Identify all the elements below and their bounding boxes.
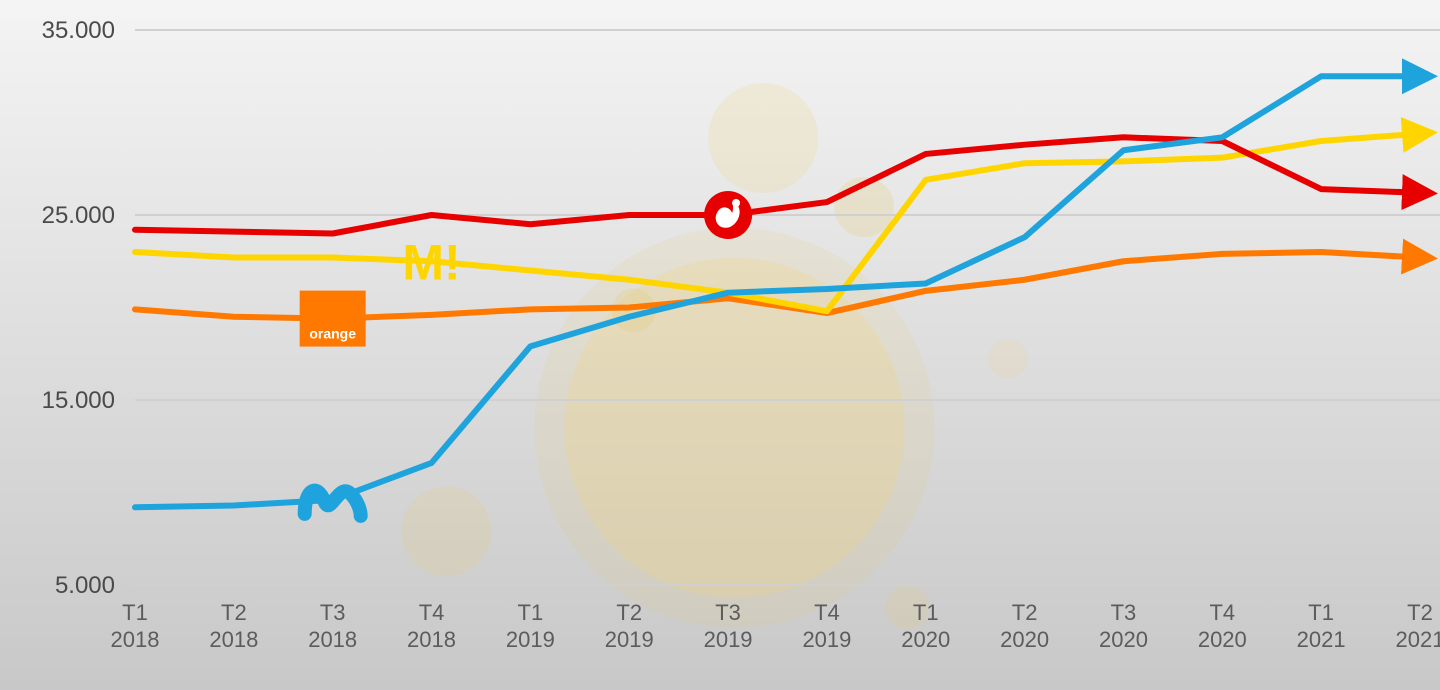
x-axis-tick-label-year: 2021 bbox=[1297, 627, 1346, 652]
x-axis-tick-label-year: 2020 bbox=[1198, 627, 1247, 652]
x-axis-tick-label-year: 2018 bbox=[111, 627, 160, 652]
x-axis-tick-label-quarter: T1 bbox=[913, 600, 939, 625]
x-axis-tick-label-quarter: T1 bbox=[122, 600, 148, 625]
x-axis-tick-label-year: 2019 bbox=[802, 627, 851, 652]
line-chart: 5.00015.00025.00035.000T12018T22018T3201… bbox=[0, 0, 1440, 690]
x-axis-tick-label-year: 2019 bbox=[704, 627, 753, 652]
x-axis-tick-label-year: 2018 bbox=[209, 627, 258, 652]
x-axis-tick-label-quarter: T2 bbox=[221, 600, 247, 625]
x-axis-tick-label-quarter: T3 bbox=[320, 600, 346, 625]
x-axis-tick-label-year: 2019 bbox=[605, 627, 654, 652]
x-axis-tick-label-year: 2021 bbox=[1396, 627, 1440, 652]
x-axis-tick-label-year: 2020 bbox=[1099, 627, 1148, 652]
x-axis-tick-label-year: 2018 bbox=[308, 627, 357, 652]
x-axis-tick-label-quarter: T1 bbox=[1308, 600, 1334, 625]
x-axis-tick-label-quarter: T1 bbox=[518, 600, 544, 625]
x-axis-tick-label-year: 2019 bbox=[506, 627, 555, 652]
x-axis-tick-label-quarter: T2 bbox=[1407, 600, 1433, 625]
y-axis-tick-label: 5.000 bbox=[55, 572, 115, 599]
y-axis-tick-label: 25.000 bbox=[42, 202, 115, 229]
x-axis-tick-label-quarter: T3 bbox=[715, 600, 741, 625]
x-axis-tick-label-year: 2020 bbox=[1000, 627, 1049, 652]
x-axis-tick-label-quarter: T4 bbox=[1209, 600, 1235, 625]
x-axis-tick-label-quarter: T4 bbox=[419, 600, 445, 625]
y-axis-tick-label: 35.000 bbox=[42, 17, 115, 44]
orange-logo: orange bbox=[300, 291, 366, 347]
masmovil-logo: M! bbox=[402, 234, 460, 290]
vodafone-logo bbox=[704, 191, 752, 239]
x-axis-tick-label-year: 2018 bbox=[407, 627, 456, 652]
x-axis-tick-label-quarter: T4 bbox=[814, 600, 840, 625]
y-axis-tick-label: 15.000 bbox=[42, 387, 115, 414]
x-axis-tick-label-year: 2020 bbox=[901, 627, 950, 652]
x-axis-tick-label-quarter: T2 bbox=[616, 600, 642, 625]
x-axis-tick-label-quarter: T2 bbox=[1012, 600, 1038, 625]
x-axis-tick-label-quarter: T3 bbox=[1111, 600, 1137, 625]
svg-text:orange: orange bbox=[309, 326, 356, 342]
